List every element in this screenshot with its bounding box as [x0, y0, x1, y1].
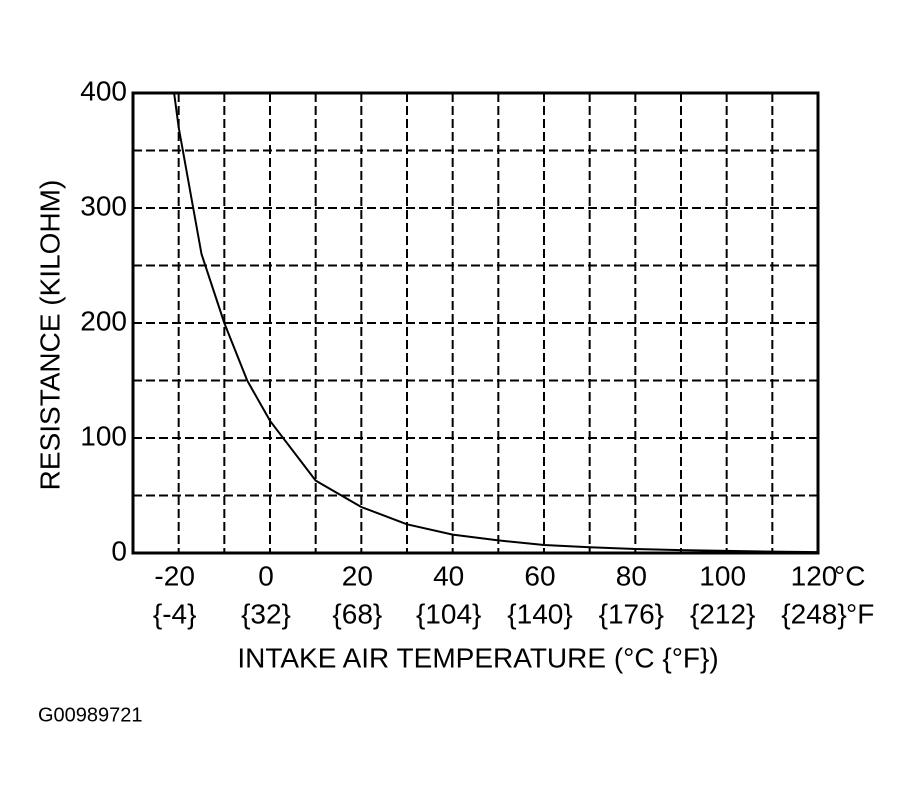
- x-tick-label: 20: [342, 560, 373, 591]
- y-axis-label: RESISTANCE (KILOHM): [34, 180, 65, 491]
- x-tick-label: 80: [616, 560, 647, 591]
- y-tick-label: 0: [111, 535, 127, 566]
- x2-tick-label: {68}: [332, 598, 382, 629]
- plot-frame: [131, 91, 820, 555]
- y-tick-label: 300: [80, 190, 127, 221]
- curve: [173, 92, 819, 554]
- x2-unit: °F: [846, 598, 874, 629]
- x-tick-label: 100: [699, 560, 746, 591]
- y-tick-label: 200: [80, 305, 127, 336]
- x-tick-label: 40: [433, 560, 464, 591]
- x2-tick-label: {104}: [416, 598, 481, 629]
- figure-id: G00989721: [38, 704, 143, 726]
- x-tick-label: 0: [258, 560, 274, 591]
- x-unit: °C: [834, 560, 865, 591]
- x2-tick-label: {176}: [599, 598, 664, 629]
- y-tick-label: 400: [80, 75, 127, 106]
- x2-tick-label: {-4}: [153, 598, 197, 629]
- x2-tick-label: {212}: [690, 598, 755, 629]
- x2-tick-label: {140}: [507, 598, 572, 629]
- x2-tick-label: {248}: [781, 598, 846, 629]
- x-tick-label: 60: [524, 560, 555, 591]
- x-tick-label: 120: [791, 560, 838, 591]
- y-tick-label: 100: [80, 420, 127, 451]
- x2-tick-label: {32}: [241, 598, 291, 629]
- x-axis-label: INTAKE AIR TEMPERATURE (°C {°F}): [237, 642, 718, 673]
- x-tick-label: -20: [154, 560, 194, 591]
